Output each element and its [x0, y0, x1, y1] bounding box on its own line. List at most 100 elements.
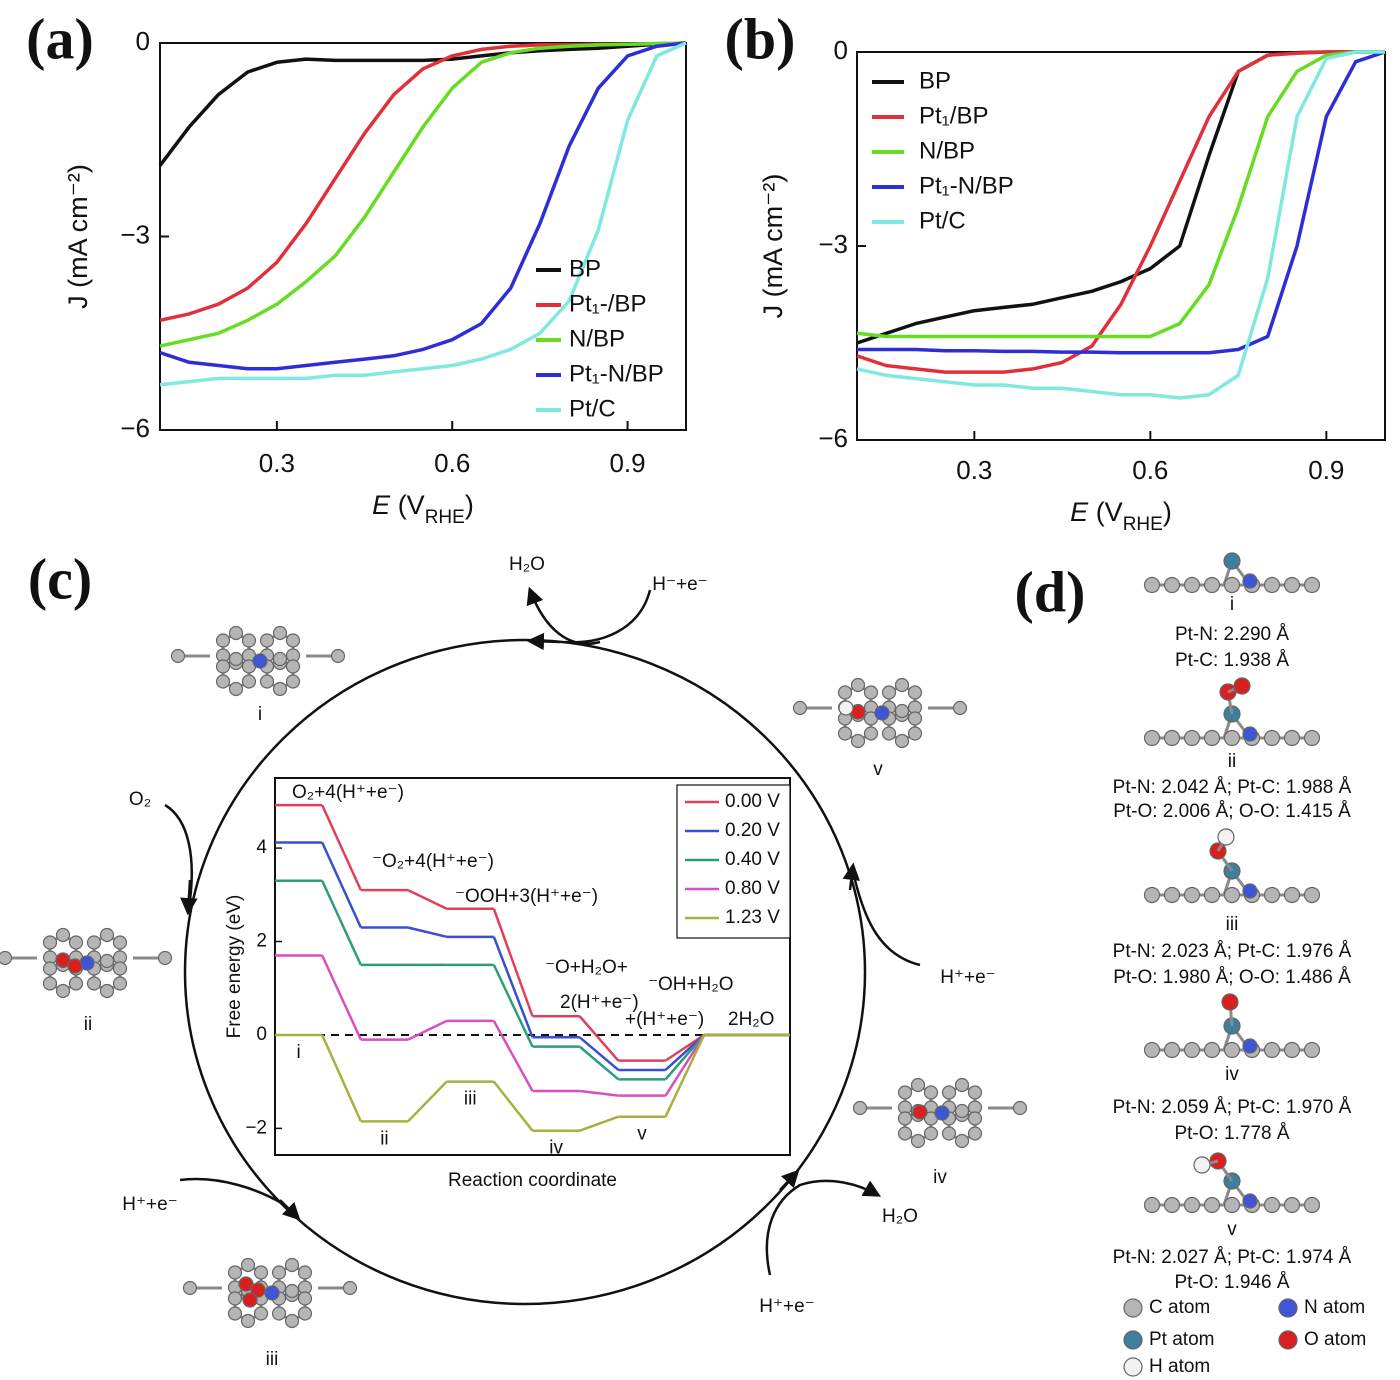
atom — [227, 1306, 243, 1321]
atom — [215, 674, 231, 689]
level-connector — [321, 1034, 362, 1122]
cycle-label: H⁺+e⁻ — [940, 967, 995, 988]
atom — [284, 1283, 300, 1299]
atom-legend-label: C atom — [1149, 1297, 1210, 1318]
y-tick-label: 0 — [136, 26, 150, 56]
atom — [67, 958, 83, 974]
x-tick-label: 0.3 — [259, 448, 295, 478]
atom — [1183, 886, 1201, 904]
atom — [881, 685, 897, 700]
atom-legend-label: H atom — [1149, 1356, 1210, 1377]
cycle-label: H₂O — [882, 1206, 918, 1227]
atom — [272, 625, 288, 641]
legend-label: Pt₁-N/BP — [569, 360, 664, 387]
atom-legend-label: N atom — [1304, 1297, 1365, 1318]
structure-name: iii — [1226, 914, 1239, 935]
atom — [1163, 576, 1181, 594]
atom — [1143, 729, 1161, 747]
structure-name: v — [1227, 1219, 1237, 1240]
atom — [1223, 729, 1241, 747]
atom — [863, 685, 879, 700]
level-connector — [579, 1089, 619, 1097]
atom-legend-label: Pt atom — [1149, 1329, 1214, 1350]
atom — [1223, 1196, 1241, 1214]
atom — [215, 633, 231, 648]
atom — [941, 1085, 957, 1100]
level-connector — [321, 880, 362, 966]
data-line — [856, 50, 1385, 339]
level-connector — [664, 1034, 706, 1097]
x-tick-label: 0.6 — [434, 448, 470, 478]
atom — [850, 733, 866, 749]
legend-label: 1.23 V — [725, 907, 780, 928]
atom — [1012, 1100, 1028, 1116]
y-tick-label: −2 — [245, 1117, 267, 1138]
atom — [954, 1103, 970, 1119]
level-connector — [321, 841, 362, 929]
atom — [850, 677, 866, 693]
atom — [952, 700, 968, 716]
bond-length: Pt-O: 1.946 Å — [1174, 1272, 1289, 1293]
level-connector — [492, 908, 534, 1017]
atom — [1263, 729, 1281, 747]
atom — [1203, 886, 1221, 904]
state-label: i — [296, 1042, 300, 1063]
atom — [253, 1265, 269, 1280]
level-connector — [492, 936, 534, 1038]
atom — [1283, 886, 1301, 904]
atom — [1233, 677, 1251, 695]
cycle-label: H⁺+e⁻ — [122, 1194, 177, 1215]
x-axis-label-part: (V — [390, 490, 425, 520]
cycle-label: iv — [933, 1167, 947, 1188]
legend-label: 0.00 V — [725, 791, 780, 812]
atom — [894, 703, 910, 719]
legend-label: BP — [569, 255, 601, 282]
atom — [1203, 1196, 1221, 1214]
level-connector — [578, 1036, 620, 1071]
atom — [253, 1306, 269, 1321]
y-tick-label: 4 — [256, 837, 267, 858]
atom — [259, 633, 275, 648]
atom — [86, 935, 102, 950]
atom — [342, 1280, 358, 1296]
level-connector — [407, 1080, 448, 1123]
atom — [1242, 573, 1258, 589]
level-connector — [578, 1015, 620, 1062]
atom — [1263, 1041, 1281, 1059]
atom — [297, 1306, 313, 1321]
x-axis-label-part: E — [372, 490, 391, 520]
atom — [907, 726, 923, 741]
atom — [967, 1126, 983, 1141]
atom — [297, 1291, 313, 1306]
atom — [897, 1085, 913, 1100]
atom — [1303, 576, 1321, 594]
state-label: iv — [549, 1138, 563, 1159]
x-tick-label: 0.9 — [609, 448, 645, 478]
atom — [284, 1313, 300, 1329]
atom — [55, 952, 71, 968]
atom — [1163, 1196, 1181, 1214]
atom — [894, 733, 910, 749]
atom — [112, 935, 128, 950]
level-connector — [407, 926, 447, 939]
cycle-label: H₂O — [509, 554, 545, 575]
cycle-label: H⁻+e⁻ — [652, 574, 707, 595]
atom — [1143, 1041, 1161, 1059]
atom — [1143, 576, 1161, 594]
atom — [1303, 1196, 1321, 1214]
data-line — [159, 41, 687, 348]
bond-length: Pt-N: 2.042 Å; Pt-C: 1.988 Å — [1113, 777, 1352, 798]
panel-label: (c) — [28, 546, 92, 611]
data-line — [159, 41, 687, 323]
atom — [1217, 828, 1235, 846]
atom — [1303, 1041, 1321, 1059]
bond-length: Pt-N: 2.059 Å; Pt-C: 1.970 Å — [1113, 1097, 1352, 1118]
atom — [99, 983, 115, 999]
atom — [1242, 1038, 1258, 1054]
atom — [910, 1133, 926, 1149]
legend-label: Pt₁-N/BP — [919, 172, 1014, 199]
atom — [897, 1126, 913, 1141]
atom — [241, 674, 257, 689]
y-tick-label: −3 — [818, 229, 848, 259]
